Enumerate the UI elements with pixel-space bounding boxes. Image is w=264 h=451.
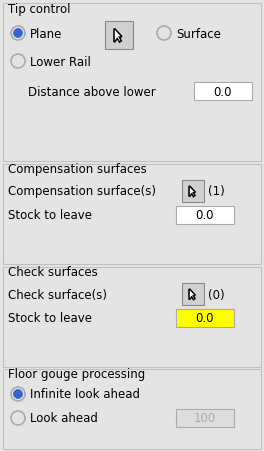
Text: Surface: Surface (176, 28, 221, 41)
Text: Compensation surface(s): Compensation surface(s) (8, 185, 156, 198)
Text: 0.0: 0.0 (214, 85, 232, 98)
FancyBboxPatch shape (176, 207, 234, 225)
Text: 0.0: 0.0 (196, 209, 214, 222)
Circle shape (157, 27, 171, 41)
Text: Tip control: Tip control (8, 4, 70, 17)
Text: Check surface(s): Check surface(s) (8, 288, 107, 301)
Polygon shape (189, 187, 195, 197)
Circle shape (13, 390, 22, 399)
FancyBboxPatch shape (3, 4, 261, 161)
Text: Floor gouge processing: Floor gouge processing (8, 368, 145, 381)
FancyBboxPatch shape (194, 83, 252, 101)
Text: Look ahead: Look ahead (30, 412, 98, 424)
FancyBboxPatch shape (3, 267, 261, 367)
Circle shape (11, 27, 25, 41)
Text: Lower Rail: Lower Rail (30, 55, 91, 69)
Text: Compensation surfaces: Compensation surfaces (8, 163, 147, 176)
Polygon shape (189, 290, 195, 300)
Polygon shape (114, 30, 122, 43)
Text: Stock to leave: Stock to leave (8, 209, 92, 222)
Circle shape (11, 55, 25, 69)
Text: 0.0: 0.0 (196, 312, 214, 325)
Polygon shape (114, 30, 122, 43)
Text: (0): (0) (208, 288, 225, 301)
Circle shape (11, 411, 25, 425)
Text: Distance above lower: Distance above lower (28, 85, 156, 98)
FancyBboxPatch shape (182, 180, 204, 202)
Text: 100: 100 (194, 412, 216, 424)
Polygon shape (189, 290, 195, 300)
FancyBboxPatch shape (176, 309, 234, 327)
Text: Plane: Plane (30, 28, 62, 41)
Text: Stock to leave: Stock to leave (8, 312, 92, 325)
FancyBboxPatch shape (3, 165, 261, 264)
Polygon shape (189, 187, 195, 197)
FancyBboxPatch shape (3, 369, 261, 449)
Text: (1): (1) (208, 185, 225, 198)
Circle shape (13, 29, 22, 38)
FancyBboxPatch shape (176, 409, 234, 427)
Circle shape (11, 387, 25, 401)
FancyBboxPatch shape (105, 22, 133, 50)
Text: Infinite look ahead: Infinite look ahead (30, 388, 140, 400)
FancyBboxPatch shape (182, 283, 204, 305)
Text: Check surfaces: Check surfaces (8, 266, 98, 279)
